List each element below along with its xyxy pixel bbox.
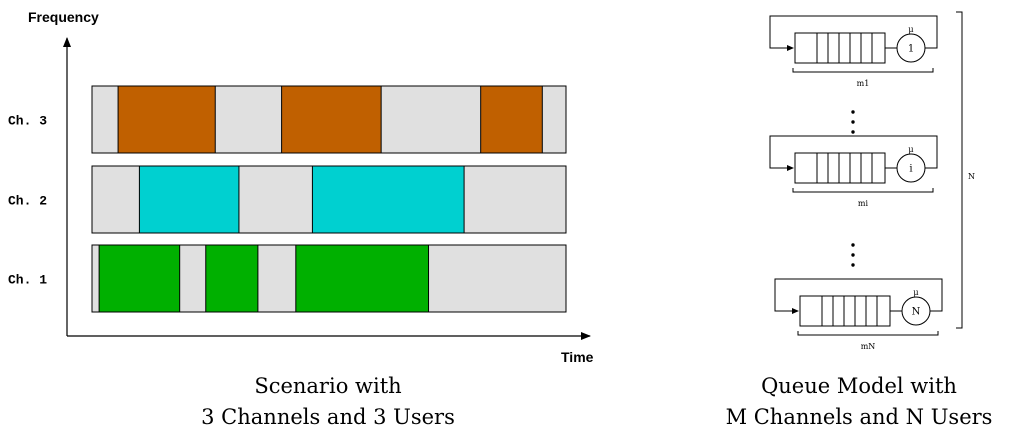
x-axis-label: Time [561, 349, 594, 365]
channel-busy-block [138, 165, 240, 234]
queue-size-label: m1 [857, 79, 870, 88]
queue-size-bracket [797, 331, 939, 336]
channel-busy-block [311, 165, 465, 234]
queue-buffer [799, 295, 891, 327]
channel-row: Ch. 3 [8, 85, 567, 154]
queue-caption-line-2: M Channels and N Users [726, 405, 993, 429]
channel-row: Ch. 1 [8, 244, 567, 313]
queue-size-label: mN [861, 342, 876, 351]
queue-size-bracket [792, 68, 934, 73]
channel-label: Ch. 1 [8, 273, 47, 288]
service-rate-label: μ [908, 145, 913, 154]
server-circle [896, 153, 926, 183]
scenario-diagram: Frequency Time Ch. 3 Ch. 2 Ch. 1 Scenario … [8, 9, 594, 429]
channel-row: Ch. 2 [8, 165, 567, 234]
channel-busy-block [205, 244, 259, 313]
queue-model-diagram: 1 μ m1 i μ mi Nμ mN N Queue Model with M Channe… [726, 11, 993, 429]
server-label: N [912, 307, 921, 318]
queue-block: i μ mi [769, 135, 938, 208]
y-axis-label: Frequency [28, 9, 99, 25]
channel-busy-block [98, 244, 181, 313]
service-rate-label: μ [913, 288, 918, 297]
channel-label: Ch. 3 [8, 114, 47, 129]
server-label: i [909, 164, 912, 175]
feedback-loop-line [769, 135, 938, 171]
server-label: 1 [908, 44, 914, 55]
vertical-ellipsis-2 [851, 243, 855, 267]
channel-rows: Ch. 3 Ch. 2 Ch. 1 [8, 85, 567, 313]
channel-busy-block [295, 244, 430, 313]
server-circle [901, 296, 931, 326]
channel-busy-block [281, 85, 382, 154]
scenario-caption-line-2: 3 Channels and 3 Users [201, 405, 455, 429]
queue-caption-line-1: Queue Model with [761, 374, 957, 398]
queue-block: 1 μ m1 [769, 15, 938, 88]
queue-block: Nμ mN [774, 278, 943, 351]
channel-busy-block [117, 85, 216, 154]
vertical-ellipsis-1 [851, 110, 855, 134]
service-rate-label: μ [908, 25, 913, 34]
channel-label: Ch. 2 [8, 194, 47, 209]
feedback-loop-line [774, 278, 943, 314]
channel-busy-block [480, 85, 543, 154]
queue-buffer [794, 32, 886, 64]
total-users-bracket [956, 11, 963, 329]
feedback-loop-line [769, 15, 938, 51]
total-users-label: N [968, 172, 975, 181]
queue-size-label: mi [858, 199, 869, 208]
queue-size-bracket [792, 188, 934, 193]
server-circle [896, 33, 926, 63]
scenario-caption-line-1: Scenario with [254, 374, 401, 398]
queue-blocks: 1 μ m1 i μ mi Nμ mN [769, 15, 943, 351]
